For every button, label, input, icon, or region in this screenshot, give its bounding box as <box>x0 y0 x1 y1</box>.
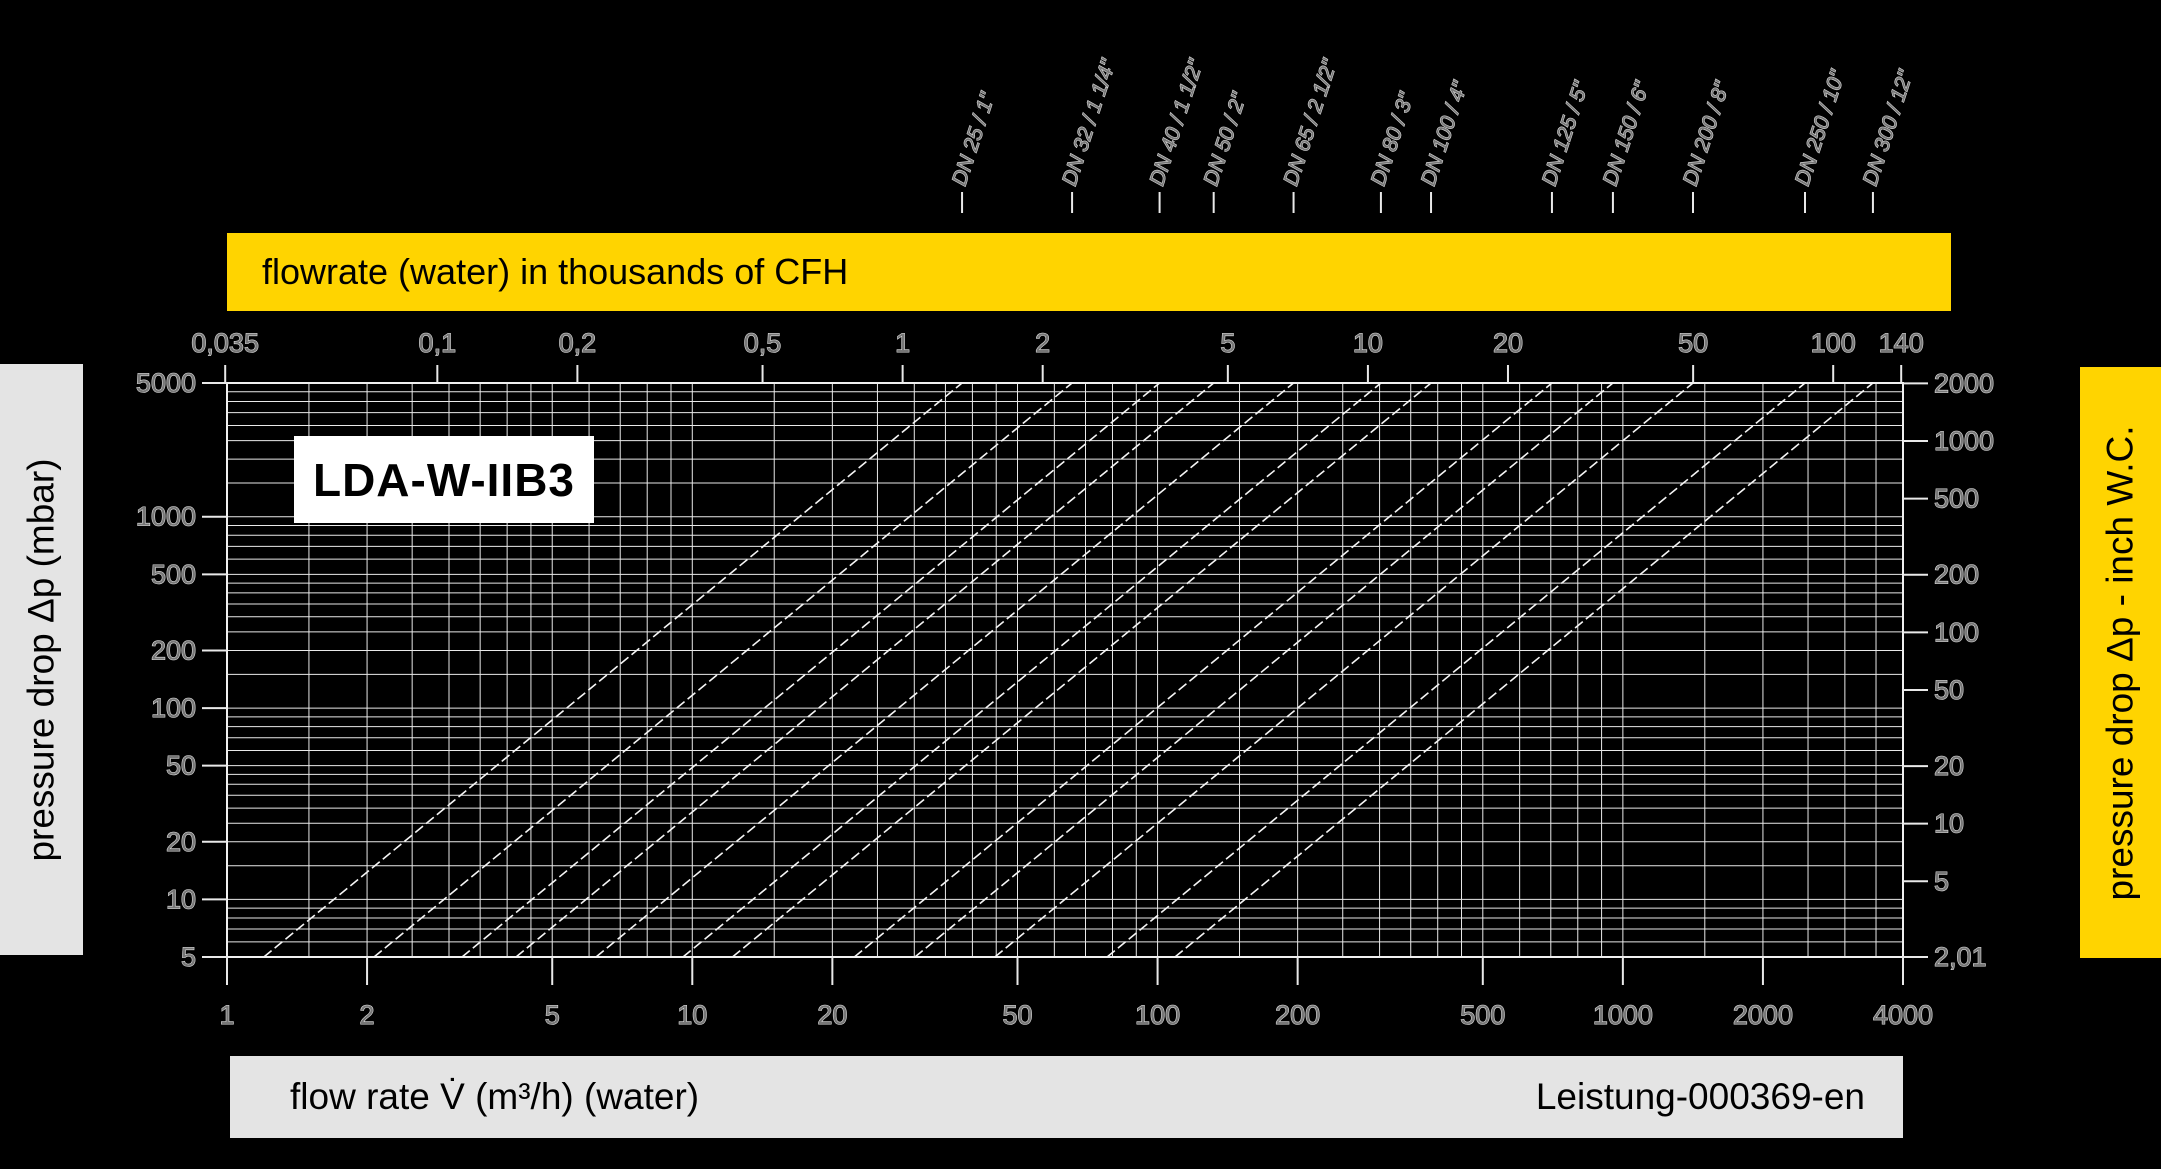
dn-label: DN 40 / 1 1/2" <box>1145 55 1208 188</box>
document-id: Leistung-000369-en <box>1535 1076 1865 1117</box>
dn-curve <box>1106 382 1806 958</box>
left-axis-tick-label: 10 <box>166 884 196 914</box>
top-axis-banner-label: flowrate (water) in thousands of CFH <box>262 251 849 292</box>
left-axis-tick-label: 5 <box>181 942 196 972</box>
dn-label: DN 25 / 1" <box>948 89 1000 189</box>
bottom-axis-title: flow rate V̇ (m³/h) (water) <box>290 1076 700 1117</box>
left-axis-tick-label: 500 <box>151 559 196 589</box>
dn-curve <box>994 382 1694 958</box>
bottom-axis-tick-label: 5 <box>545 1000 560 1030</box>
dn-curve <box>263 382 963 958</box>
dn-curve <box>853 382 1553 958</box>
dn-label: DN 32 / 1 1/4" <box>1058 55 1121 188</box>
dn-curve <box>1174 382 1874 958</box>
bottom-axis-tick-label: 2 <box>360 1000 375 1030</box>
dn-label: DN 300 / 12" <box>1859 66 1918 188</box>
left-axis-tick-label: 100 <box>151 693 196 723</box>
dn-curve <box>515 382 1215 958</box>
right-axis-tick-label: 50 <box>1934 675 1964 705</box>
dn-curve <box>731 382 1432 958</box>
dn-label: DN 80 / 3" <box>1367 89 1419 189</box>
bottom-axis-tick-label: 100 <box>1135 1000 1180 1030</box>
bottom-axis-tick-label: 200 <box>1275 1000 1320 1030</box>
right-axis-tick-label: 1000 <box>1934 426 1994 456</box>
right-axis-tick-label: 2,01 <box>1934 942 1987 972</box>
bottom-axis-panel: flow rate V̇ (m³/h) (water) Leistung-000… <box>230 1056 1903 1138</box>
dn-label: DN 65 / 2 1/2" <box>1279 55 1342 188</box>
left-axis-tick-label: 5000 <box>136 368 196 398</box>
dn-curve <box>914 382 1614 958</box>
dn-label: DN 150 / 6" <box>1599 77 1655 188</box>
dn-label: DN 100 / 4" <box>1417 77 1473 188</box>
bottom-axis-tick-label: 4000 <box>1873 1000 1933 1030</box>
bottom-axis-tick-label: 20 <box>817 1000 847 1030</box>
top-axis-tick-label: 5 <box>1220 328 1235 358</box>
dn-curve <box>595 382 1295 958</box>
top-axis-tick-label: 0,1 <box>419 328 457 358</box>
top-axis-tick-label: 0,2 <box>559 328 597 358</box>
model-label: LDA-W-IIB3 <box>312 453 576 506</box>
dn-label: DN 200 / 8" <box>1679 77 1735 188</box>
top-axis-tick-label: 100 <box>1811 328 1856 358</box>
top-axis-tick-label: 140 <box>1879 328 1924 358</box>
top-axis-tick-label: 1 <box>895 328 910 358</box>
left-axis-tick-label: 50 <box>166 751 196 781</box>
right-axis-tick-label: 200 <box>1934 560 1979 590</box>
top-axis-tick-label: 20 <box>1493 328 1523 358</box>
right-axis-tick-label: 5 <box>1934 866 1949 896</box>
left-axis-tick-label: 20 <box>166 827 196 857</box>
right-axis-panel: pressure drop Δp - inch W.C. <box>2080 367 2161 958</box>
left-axis-tick-label: 1000 <box>136 502 196 532</box>
left-axis-panel: pressure drop Δp (mbar) <box>0 364 83 955</box>
top-axis-tick-label: 2 <box>1035 328 1050 358</box>
top-axis-tick-label: 0,5 <box>744 328 782 358</box>
bottom-axis-tick-label: 50 <box>1002 1000 1032 1030</box>
plot-frame <box>226 382 1904 958</box>
bottom-axis-tick-label: 2000 <box>1733 1000 1793 1030</box>
top-axis-tick-label: 50 <box>1678 328 1708 358</box>
top-axis-banner: flowrate (water) in thousands of CFH <box>227 233 1951 311</box>
left-axis-title: pressure drop Δp (mbar) <box>20 457 62 862</box>
dn-curve <box>461 382 1161 958</box>
dn-label: DN 125 / 5" <box>1538 77 1594 188</box>
bottom-axis-tick-label: 1 <box>219 1000 234 1030</box>
right-axis-tick-label: 10 <box>1934 809 1964 839</box>
bottom-axis-tick-label: 1000 <box>1593 1000 1653 1030</box>
right-axis-tick-label: 100 <box>1934 617 1979 647</box>
dn-curve <box>682 382 1382 958</box>
right-axis-tick-label: 2000 <box>1934 368 1994 398</box>
dn-curve <box>373 382 1073 958</box>
top-axis-tick-label: 10 <box>1353 328 1383 358</box>
right-axis-title: pressure drop Δp - inch W.C. <box>2099 424 2141 901</box>
right-axis-tick-label: 20 <box>1934 751 1964 781</box>
dn-label: DN 50 / 2" <box>1200 89 1252 189</box>
top-axis-tick-label: 0,035 <box>191 328 259 358</box>
bottom-axis-tick-label: 500 <box>1460 1000 1505 1030</box>
bottom-axis-tick-label: 10 <box>677 1000 707 1030</box>
dn-label: DN 250 / 10" <box>1791 66 1850 188</box>
model-label-box: LDA-W-IIB3 <box>294 436 594 523</box>
right-axis-tick-label: 500 <box>1934 484 1979 514</box>
left-axis-tick-label: 200 <box>151 635 196 665</box>
